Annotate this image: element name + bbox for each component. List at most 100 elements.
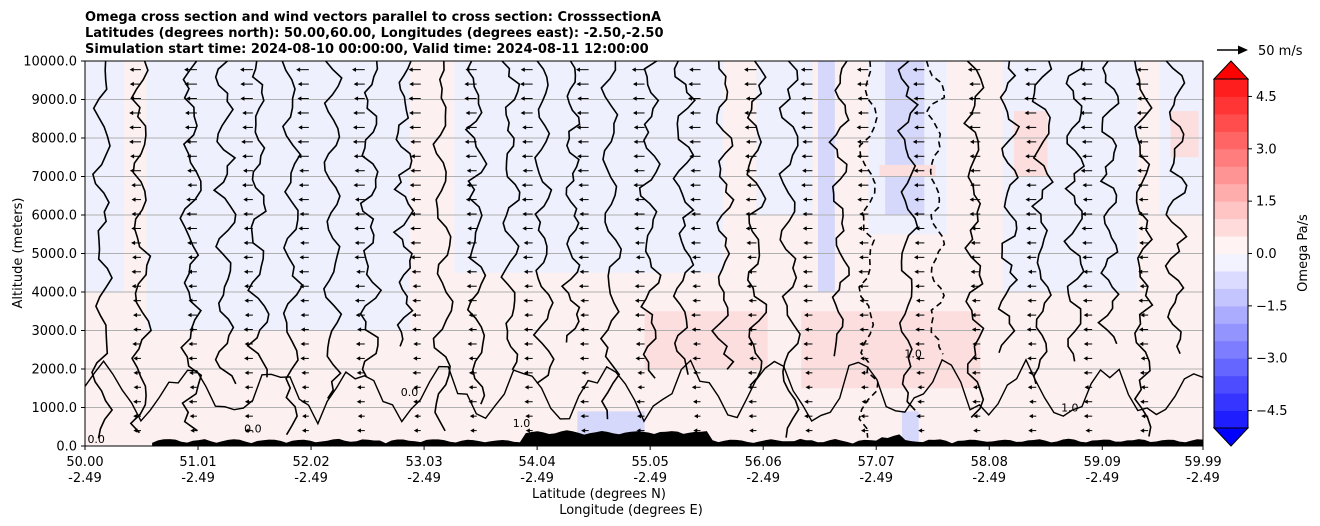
wind-vector-head	[858, 269, 863, 274]
wind-vector-head	[576, 110, 581, 116]
omega-contours	[85, 61, 1203, 439]
wind-vector-head	[244, 284, 249, 289]
wind-vector-head	[859, 255, 864, 260]
wind-vector-head	[187, 312, 192, 318]
wind-vector-head	[632, 81, 637, 87]
contour-line	[129, 61, 152, 434]
wind-vector-head	[130, 154, 135, 159]
contour-line	[746, 61, 768, 387]
wind-vector-head	[745, 139, 750, 145]
wind-vector-head	[576, 81, 581, 87]
wind-vector-head	[187, 182, 192, 188]
wind-vector-head	[523, 327, 528, 332]
wind-vector-head	[301, 428, 306, 433]
wind-vector-head	[300, 341, 305, 347]
wind-vector-head	[243, 168, 248, 173]
wind-vector-head	[634, 298, 639, 303]
colorbar-tick-label: −4.5	[1256, 404, 1288, 419]
y-tick-label: 7000.0	[32, 170, 78, 185]
wind-vector-head	[970, 284, 975, 289]
x-tick-label-lon: -2.49	[633, 471, 667, 486]
wind-vector-head	[244, 399, 249, 404]
wind-vector-head	[633, 182, 638, 188]
wind-vector-head	[1026, 226, 1031, 231]
colorbar-segment	[1214, 79, 1248, 97]
wind-vector-head	[523, 298, 528, 303]
wind-vector-head	[244, 413, 249, 419]
wind-vector-head	[354, 197, 359, 202]
wind-vector-head	[188, 255, 193, 260]
wind-vector-head	[189, 327, 194, 332]
wind-vector-head	[1083, 327, 1088, 332]
wind-vector-head	[1139, 370, 1144, 376]
wind-vector-head	[692, 255, 697, 260]
wind-vector-head	[524, 356, 529, 361]
wind-vector-head	[633, 154, 638, 159]
wind-vector-head	[913, 96, 918, 101]
wind-vector-head	[300, 240, 305, 246]
wind-vector-head	[354, 226, 359, 231]
colorbar-segment	[1214, 305, 1248, 324]
wind-vector-head	[692, 399, 697, 404]
wind-vector-head	[465, 67, 470, 72]
wind-vector-head	[186, 96, 191, 101]
wind-vector-head	[131, 269, 136, 274]
wind-vector-head	[1085, 428, 1090, 433]
wind-vector-head	[1082, 255, 1087, 260]
wind-vector-head	[631, 67, 636, 72]
wind-vector-head	[692, 356, 697, 361]
wind-vector-head	[243, 211, 248, 217]
wind-vector-head	[748, 399, 753, 404]
wind-vector-head	[299, 211, 304, 217]
wind-vector-head	[635, 341, 640, 347]
wind-vector-head	[1026, 182, 1031, 188]
wind-vector-head	[804, 413, 809, 419]
wind-vector-head	[468, 356, 473, 361]
wind-vector-head	[129, 168, 134, 173]
wind-vector-head	[521, 182, 526, 188]
wind-vector-head	[356, 370, 361, 376]
wind-vector-head	[971, 370, 976, 376]
y-tick-label: 9000.0	[32, 93, 78, 108]
wind-vector-head	[522, 139, 527, 145]
wind-vector-head	[301, 385, 306, 390]
contour-line	[896, 61, 919, 411]
wind-vector-head	[971, 226, 976, 231]
wind-vector-head	[410, 154, 415, 159]
wind-vector-head	[184, 81, 189, 87]
wind-vector-head	[408, 67, 413, 72]
wind-vector-head	[129, 81, 134, 87]
wind-vector-head	[856, 125, 861, 130]
wind-vector-head	[412, 312, 417, 318]
wind-vector-head	[468, 312, 473, 318]
wind-vector-head	[1028, 428, 1033, 433]
wind-vector-head	[916, 370, 921, 376]
wind-vector-head	[913, 154, 918, 159]
wind-vector-head	[523, 269, 528, 274]
wind-vector-head	[412, 284, 417, 289]
wind-vector-head	[244, 370, 249, 376]
wind-vector-head	[185, 110, 190, 116]
wind-vector-head	[1083, 356, 1088, 361]
wind-vector-head	[133, 428, 138, 433]
wind-vector-head	[635, 356, 640, 361]
colorbar-segment	[1214, 323, 1248, 342]
wind-vector-head	[410, 197, 415, 202]
wind-vector-head	[414, 413, 419, 419]
colorbar-tick-label: −3.0	[1256, 352, 1288, 367]
wind-vector-head	[409, 110, 414, 116]
omega-strong-negative-region	[901, 411, 919, 446]
x-tick-label-lon: -2.49	[294, 471, 328, 486]
wind-vector-head	[690, 197, 695, 202]
wind-vector-head	[467, 226, 472, 231]
x-tick-label-lat: 59.99	[1184, 455, 1221, 470]
wind-vector-head	[689, 154, 694, 159]
wind-vector-head	[1028, 370, 1033, 376]
x-tick-label-lat: 51.01	[179, 455, 216, 470]
wind-vector-head	[244, 385, 249, 390]
wind-vector-head	[133, 385, 138, 390]
wind-vector-head	[1081, 226, 1086, 231]
colorbar-tick-label: −1.5	[1256, 299, 1288, 314]
wind-vector-head	[468, 385, 473, 390]
wind-vector-head	[913, 110, 918, 116]
